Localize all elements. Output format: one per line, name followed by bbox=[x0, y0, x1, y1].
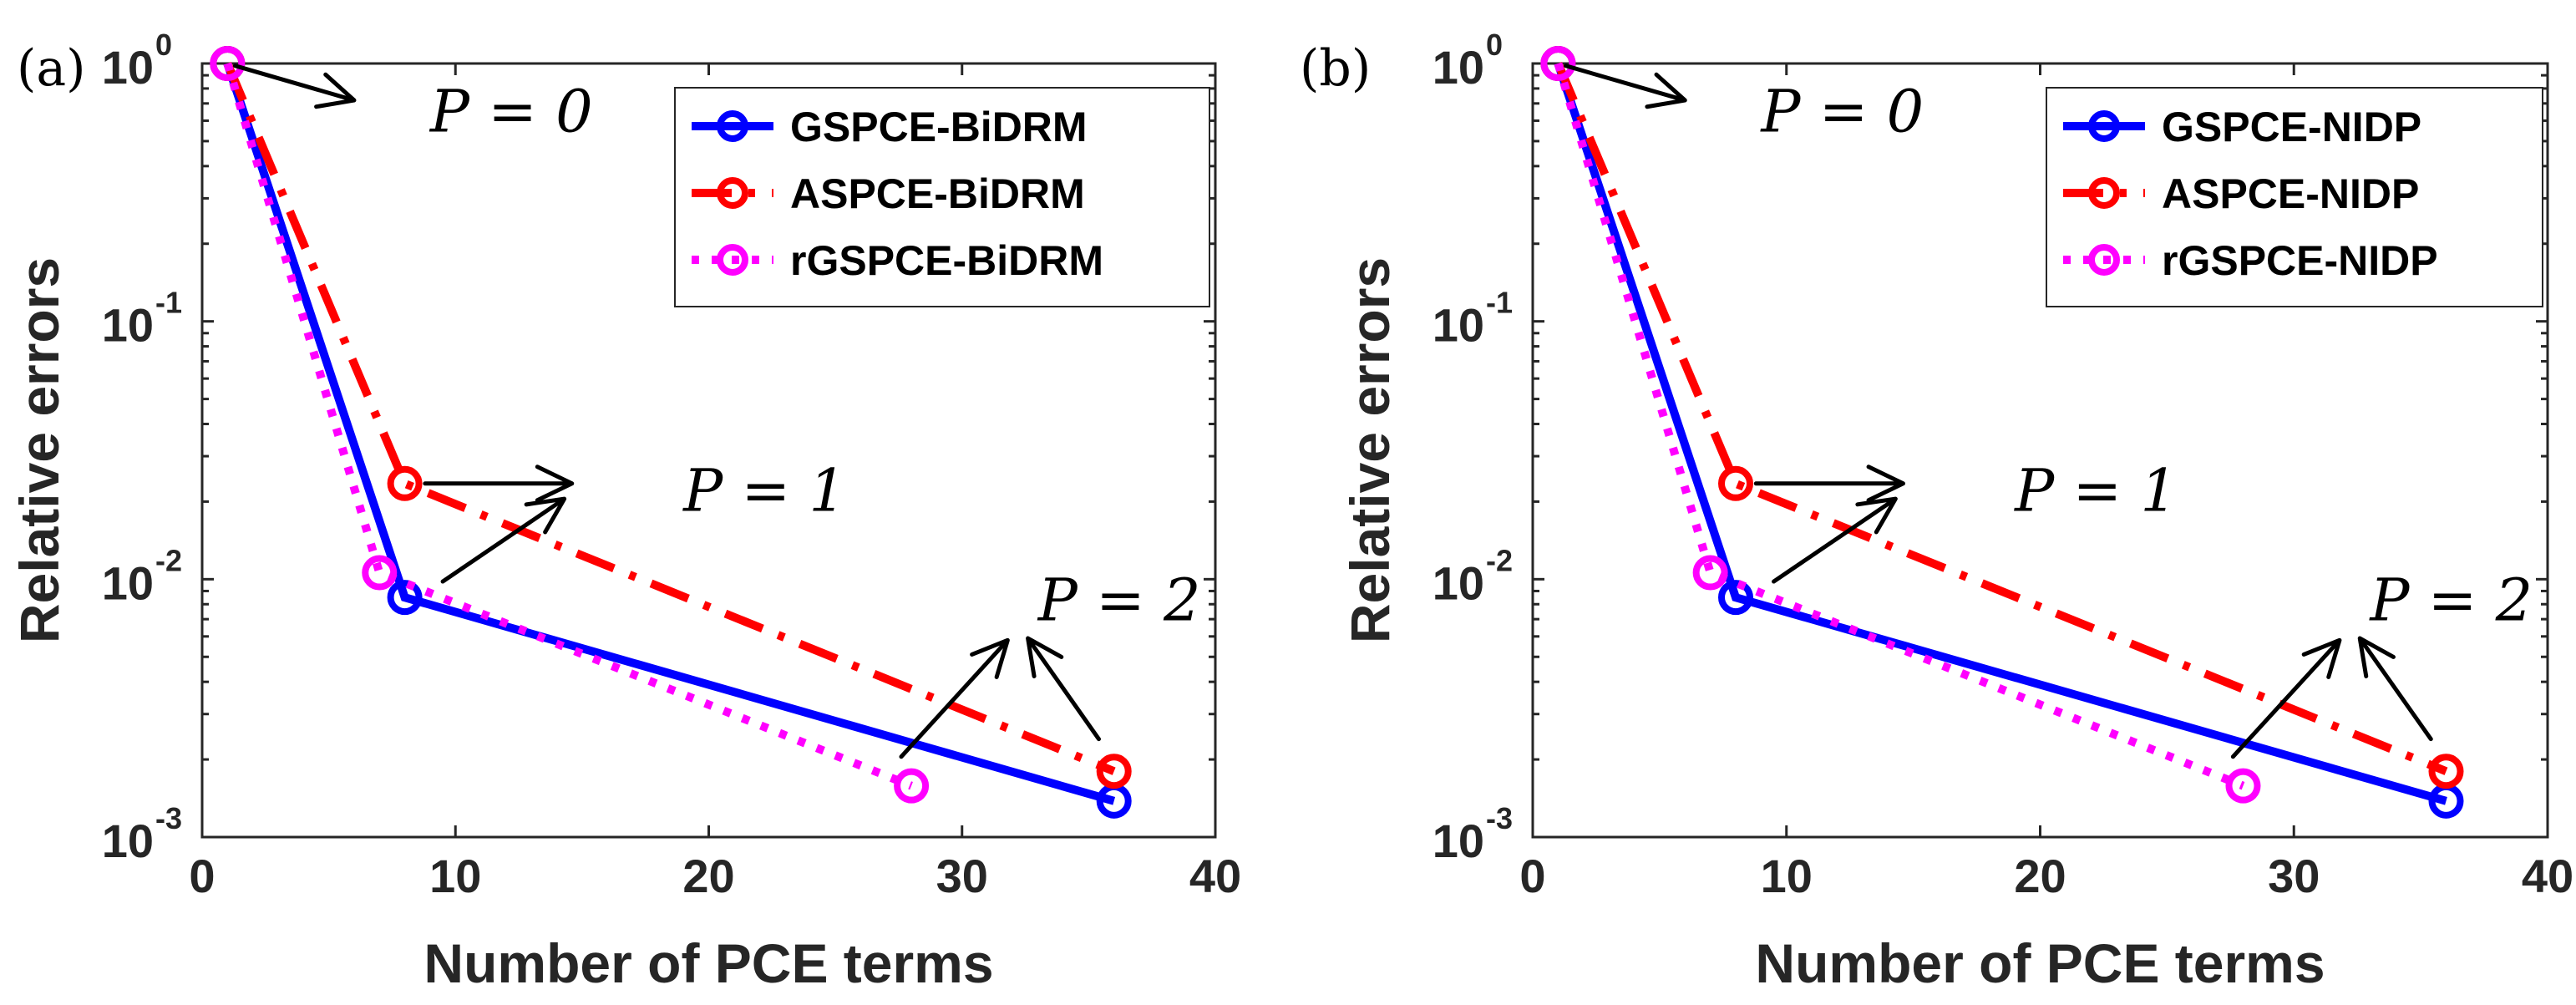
legend-marker-sample bbox=[717, 244, 748, 276]
annotation-arrow bbox=[1563, 63, 1687, 109]
y-tick-exponent: 0 bbox=[155, 28, 172, 62]
y-tick-exponent: -2 bbox=[1486, 543, 1513, 577]
x-tick-label: 10 bbox=[1761, 850, 1813, 902]
x-tick-label: 30 bbox=[936, 850, 988, 902]
x-tick-label: 40 bbox=[1189, 850, 1241, 902]
legend-entry: GSPCE-NIDP bbox=[2162, 104, 2421, 150]
data-point-marker bbox=[894, 768, 930, 804]
legend-entry: rGSPCE-NIDP bbox=[2162, 237, 2438, 284]
y-tick-exponent: -1 bbox=[155, 286, 182, 320]
annotation-label: P = 2 bbox=[2368, 566, 2533, 634]
y-tick-exponent: -1 bbox=[1486, 286, 1513, 320]
legend-marker-sample bbox=[2088, 110, 2120, 142]
x-tick-label: 20 bbox=[2014, 850, 2066, 902]
annotation-arrow bbox=[1026, 636, 1102, 742]
annotation-arrow bbox=[1753, 464, 1905, 503]
data-point-marker bbox=[1692, 555, 1728, 591]
panel-label: (a) bbox=[17, 39, 86, 98]
panel-label: (b) bbox=[1300, 39, 1371, 98]
legend-marker-sample bbox=[717, 110, 748, 142]
legend-marker-sample bbox=[717, 177, 748, 209]
y-axis-title: Relative errors bbox=[8, 257, 70, 643]
y-tick-base: 10 bbox=[102, 41, 154, 94]
y-tick-label: 10 bbox=[102, 815, 154, 867]
data-point-marker bbox=[387, 580, 423, 616]
y-axis-title: Relative errors bbox=[1339, 257, 1401, 643]
y-tick-base: 10 bbox=[102, 815, 154, 867]
data-point-marker bbox=[1540, 46, 1576, 81]
y-tick-base: 10 bbox=[102, 556, 154, 609]
legend: GSPCE-BiDRM ASPCE-BiDRM rGSPCE-BiDRM bbox=[674, 87, 1210, 307]
y-tick-base: 10 bbox=[1433, 815, 1484, 867]
x-tick-label: 0 bbox=[1519, 850, 1545, 902]
data-point-marker bbox=[1096, 754, 1132, 789]
y-tick-base: 10 bbox=[1433, 41, 1484, 94]
annotation-arrow bbox=[899, 637, 1010, 759]
x-axis-title: Number of PCE terms bbox=[423, 932, 993, 994]
series-line-gspce-nidp bbox=[1554, 62, 2447, 805]
series-line-gspce-bidrm bbox=[223, 62, 1116, 805]
annotation-label: P = 0 bbox=[1759, 78, 1924, 146]
x-tick-label: 30 bbox=[2268, 850, 2320, 902]
annotation-arrow bbox=[440, 496, 567, 584]
y-tick-label: 10 bbox=[102, 41, 154, 94]
annotation-arrow bbox=[423, 464, 575, 503]
y-tick-exponent: -3 bbox=[1486, 801, 1513, 835]
y-tick-label: 10 bbox=[102, 299, 154, 352]
y-tick-label: 10 bbox=[102, 556, 154, 609]
annotation-label: P = 1 bbox=[682, 457, 846, 525]
data-point-marker bbox=[387, 465, 423, 501]
series-line-aspce-nidp bbox=[1554, 62, 2448, 775]
x-tick-label: 0 bbox=[189, 850, 215, 902]
data-point-marker bbox=[1718, 465, 1753, 501]
data-point-marker bbox=[210, 46, 246, 81]
series-line-aspce-bidrm bbox=[223, 62, 1116, 775]
annotation-label: P = 1 bbox=[2013, 457, 2178, 525]
y-tick-exponent: -2 bbox=[155, 543, 182, 577]
data-point-marker bbox=[2225, 768, 2261, 804]
y-tick-label: 10 bbox=[1433, 815, 1484, 867]
legend: GSPCE-NIDP ASPCE-NIDP rGSPCE-NIDP bbox=[2046, 87, 2543, 307]
y-tick-base: 10 bbox=[1433, 299, 1484, 352]
annotation-arrow bbox=[232, 63, 357, 109]
data-point-marker bbox=[1718, 580, 1753, 616]
y-tick-label: 10 bbox=[1433, 299, 1484, 352]
legend-entry: GSPCE-BiDRM bbox=[790, 104, 1088, 150]
annotation-label: P = 2 bbox=[1037, 566, 1201, 634]
y-tick-base: 10 bbox=[1433, 556, 1484, 609]
legend-entry: ASPCE-NIDP bbox=[2162, 170, 2419, 217]
data-point-marker bbox=[2428, 754, 2464, 789]
legend-entry: rGSPCE-BiDRM bbox=[790, 237, 1103, 284]
y-tick-label: 10 bbox=[1433, 41, 1484, 94]
annotation-arrow bbox=[1772, 496, 1898, 584]
x-tick-label: 10 bbox=[429, 850, 481, 902]
x-tick-label: 20 bbox=[682, 850, 734, 902]
legend-marker-sample bbox=[2088, 177, 2120, 209]
data-point-marker bbox=[362, 555, 398, 591]
y-tick-exponent: -3 bbox=[155, 801, 182, 835]
x-axis-title: Number of PCE terms bbox=[1755, 932, 2325, 994]
legend-marker-sample bbox=[2088, 244, 2120, 276]
annotation-arrow bbox=[2230, 637, 2342, 759]
y-tick-exponent: 0 bbox=[1486, 28, 1503, 62]
x-tick-label: 40 bbox=[2522, 850, 2573, 902]
annotation-label: P = 0 bbox=[428, 78, 593, 146]
y-tick-base: 10 bbox=[102, 299, 154, 352]
annotation-arrow bbox=[2357, 636, 2433, 742]
legend-entry: ASPCE-BiDRM bbox=[790, 170, 1085, 217]
y-tick-label: 10 bbox=[1433, 556, 1484, 609]
